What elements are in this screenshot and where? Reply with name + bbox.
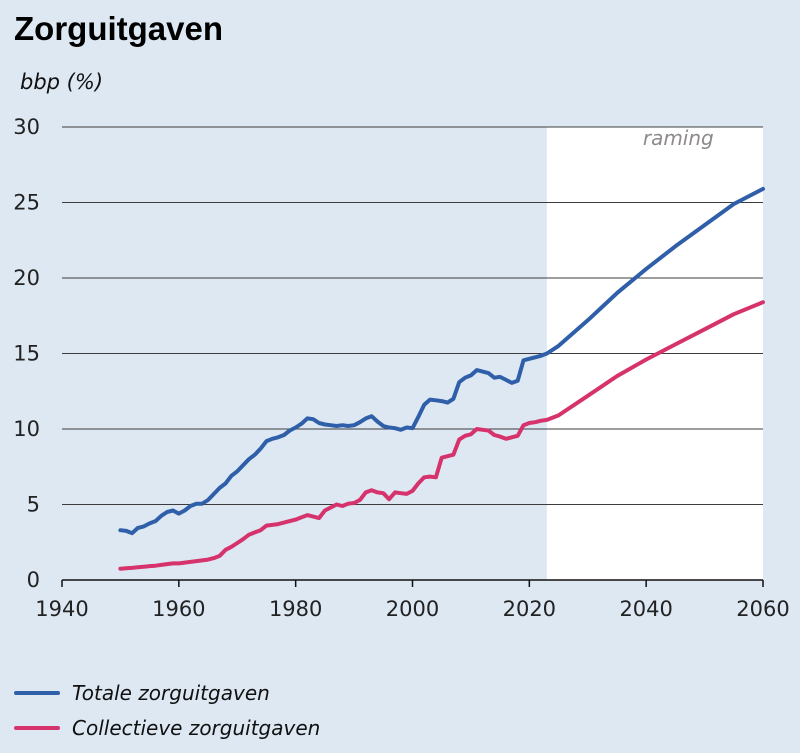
x-tick-label-2060: 2060	[736, 597, 789, 621]
x-tick-label-2020: 2020	[503, 597, 556, 621]
x-tick-label-1980: 1980	[269, 597, 322, 621]
legend-label-collective: Collectieve zorguitgaven	[72, 716, 321, 740]
series-line-collective	[118, 300, 765, 571]
y-tick-label-20: 20	[13, 266, 40, 290]
chart-title: Zorguitgaven	[14, 10, 224, 47]
y-tick-label-15: 15	[13, 342, 40, 366]
x-tick-label-1940: 1940	[35, 597, 88, 621]
x-tick-label-2000: 2000	[386, 597, 439, 621]
forecast-label: raming	[643, 126, 714, 150]
series-line-total	[118, 186, 765, 536]
legend-label-total: Totale zorguitgaven	[72, 681, 270, 705]
legend-item-total: Totale zorguitgaven	[14, 678, 320, 708]
y-tick-label-0: 0	[27, 568, 40, 592]
y-tick-label-25: 25	[13, 191, 40, 215]
x-tick-label-1960: 1960	[152, 597, 205, 621]
legend-item-collective: Collectieve zorguitgaven	[14, 713, 320, 743]
legend-swatch-total	[14, 691, 60, 695]
legend-swatch-collective	[14, 726, 60, 730]
x-tick-label-2040: 2040	[619, 597, 672, 621]
legend: Totale zorguitgaven Collectieve zorguitg…	[14, 678, 320, 743]
y-axis-label: bbp (%)	[20, 70, 104, 94]
y-tick-label-30: 30	[13, 115, 40, 139]
y-tick-label-10: 10	[13, 417, 40, 441]
y-tick-label-5: 5	[27, 493, 40, 517]
